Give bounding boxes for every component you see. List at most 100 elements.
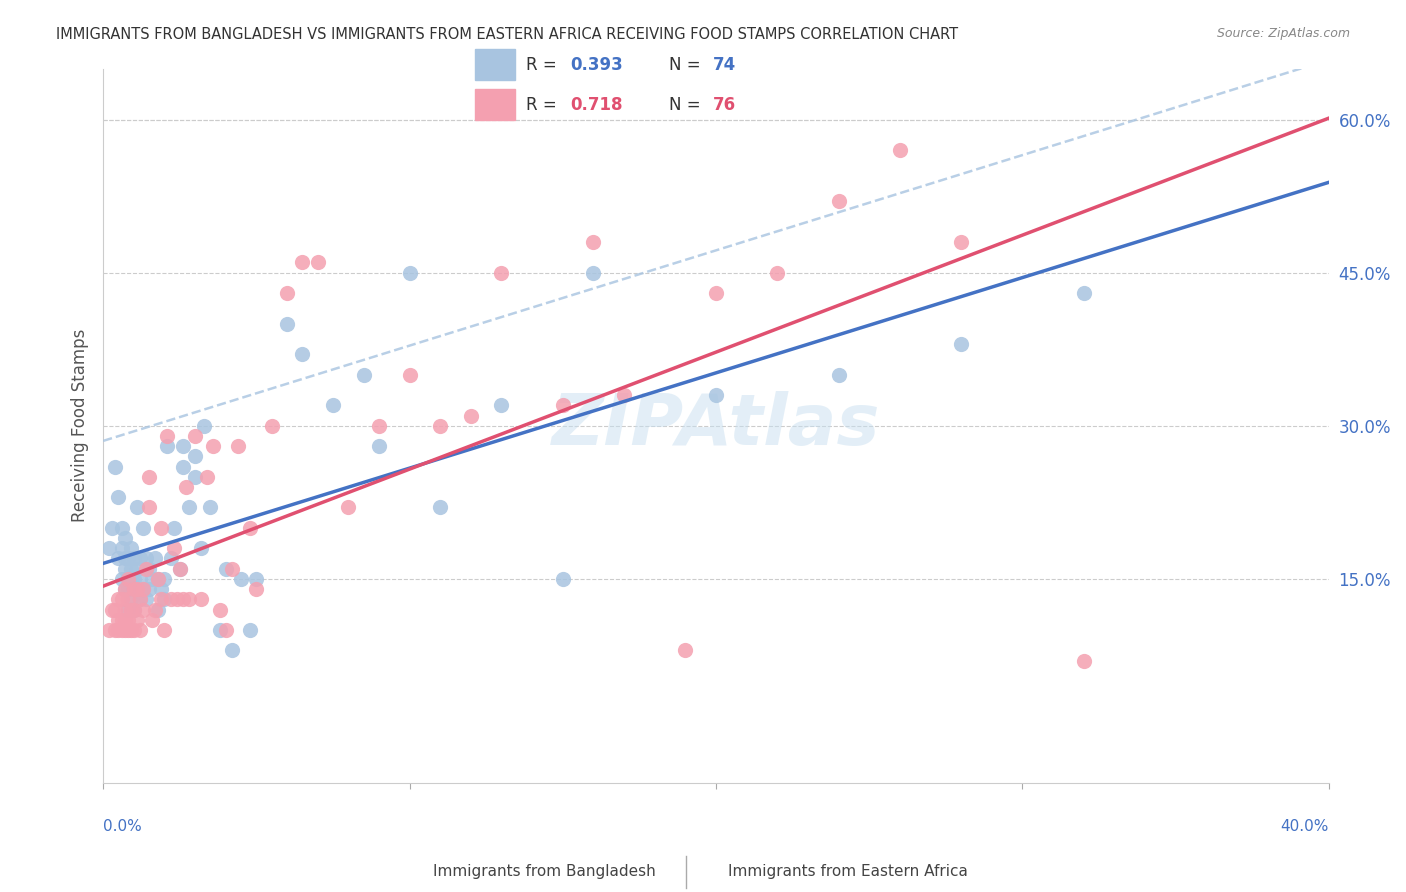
- Point: [172, 592, 194, 607]
- Point: [110, 613, 132, 627]
- Point: [156, 429, 179, 443]
- Bar: [475, 89, 515, 120]
- Point: [582, 266, 605, 280]
- Text: Source: ZipAtlas.com: Source: ZipAtlas.com: [1216, 27, 1350, 40]
- Point: [429, 500, 451, 515]
- Point: [132, 582, 155, 596]
- Point: [129, 572, 152, 586]
- Point: [143, 602, 166, 616]
- Point: [208, 602, 231, 616]
- Point: [104, 623, 127, 637]
- Point: [190, 592, 212, 607]
- Point: [172, 439, 194, 453]
- Point: [129, 623, 152, 637]
- Point: [107, 490, 129, 504]
- Point: [110, 592, 132, 607]
- Point: [950, 235, 973, 249]
- Point: [143, 551, 166, 566]
- Point: [114, 623, 136, 637]
- Point: [950, 337, 973, 351]
- Point: [135, 592, 157, 607]
- Point: [153, 592, 176, 607]
- Point: [169, 562, 191, 576]
- Point: [122, 582, 145, 596]
- Point: [367, 418, 389, 433]
- Text: Immigrants from Eastern Africa: Immigrants from Eastern Africa: [728, 864, 969, 879]
- Point: [162, 541, 184, 556]
- Point: [184, 429, 207, 443]
- Text: N =: N =: [669, 96, 706, 114]
- Point: [1073, 286, 1095, 301]
- Point: [114, 562, 136, 576]
- Point: [245, 572, 267, 586]
- Point: [110, 541, 132, 556]
- Point: [125, 613, 148, 627]
- Point: [153, 623, 176, 637]
- Point: [132, 602, 155, 616]
- Point: [104, 602, 127, 616]
- Point: [159, 592, 181, 607]
- Point: [704, 388, 727, 402]
- Point: [156, 439, 179, 453]
- Point: [215, 623, 238, 637]
- Point: [398, 368, 420, 382]
- Point: [138, 500, 160, 515]
- Point: [117, 572, 139, 586]
- Point: [460, 409, 482, 423]
- Point: [129, 592, 152, 607]
- Point: [114, 582, 136, 596]
- Point: [101, 521, 124, 535]
- Point: [101, 602, 124, 616]
- Point: [120, 592, 142, 607]
- Point: [114, 582, 136, 596]
- Point: [107, 592, 129, 607]
- Text: 76: 76: [713, 96, 735, 114]
- Text: Immigrants from Bangladesh: Immigrants from Bangladesh: [433, 864, 655, 879]
- Point: [704, 286, 727, 301]
- Point: [159, 551, 181, 566]
- Point: [117, 551, 139, 566]
- Point: [827, 368, 849, 382]
- Text: 0.393: 0.393: [569, 56, 623, 74]
- Y-axis label: Receiving Food Stamps: Receiving Food Stamps: [72, 329, 89, 523]
- Point: [117, 623, 139, 637]
- Point: [148, 572, 170, 586]
- Point: [673, 643, 696, 657]
- Point: [551, 398, 574, 412]
- Point: [582, 235, 605, 249]
- Point: [276, 317, 298, 331]
- Point: [122, 602, 145, 616]
- Point: [98, 541, 121, 556]
- Point: [138, 582, 160, 596]
- Point: [117, 592, 139, 607]
- Point: [110, 572, 132, 586]
- Point: [114, 531, 136, 545]
- Point: [827, 194, 849, 209]
- Point: [190, 541, 212, 556]
- Text: ZIPAtlas: ZIPAtlas: [551, 392, 880, 460]
- Text: 0.0%: 0.0%: [103, 819, 142, 834]
- Point: [114, 551, 136, 566]
- Point: [110, 623, 132, 637]
- Point: [166, 592, 188, 607]
- Point: [221, 562, 243, 576]
- Point: [138, 470, 160, 484]
- Point: [491, 266, 513, 280]
- Point: [260, 418, 283, 433]
- Point: [120, 572, 142, 586]
- Point: [117, 572, 139, 586]
- Point: [367, 439, 389, 453]
- Point: [122, 551, 145, 566]
- Point: [551, 572, 574, 586]
- Point: [239, 623, 262, 637]
- Point: [162, 521, 184, 535]
- Point: [177, 500, 200, 515]
- Point: [114, 613, 136, 627]
- Point: [889, 143, 911, 157]
- Text: 40.0%: 40.0%: [1281, 819, 1329, 834]
- Point: [125, 582, 148, 596]
- Point: [1073, 654, 1095, 668]
- Point: [208, 623, 231, 637]
- Point: [120, 602, 142, 616]
- Point: [129, 592, 152, 607]
